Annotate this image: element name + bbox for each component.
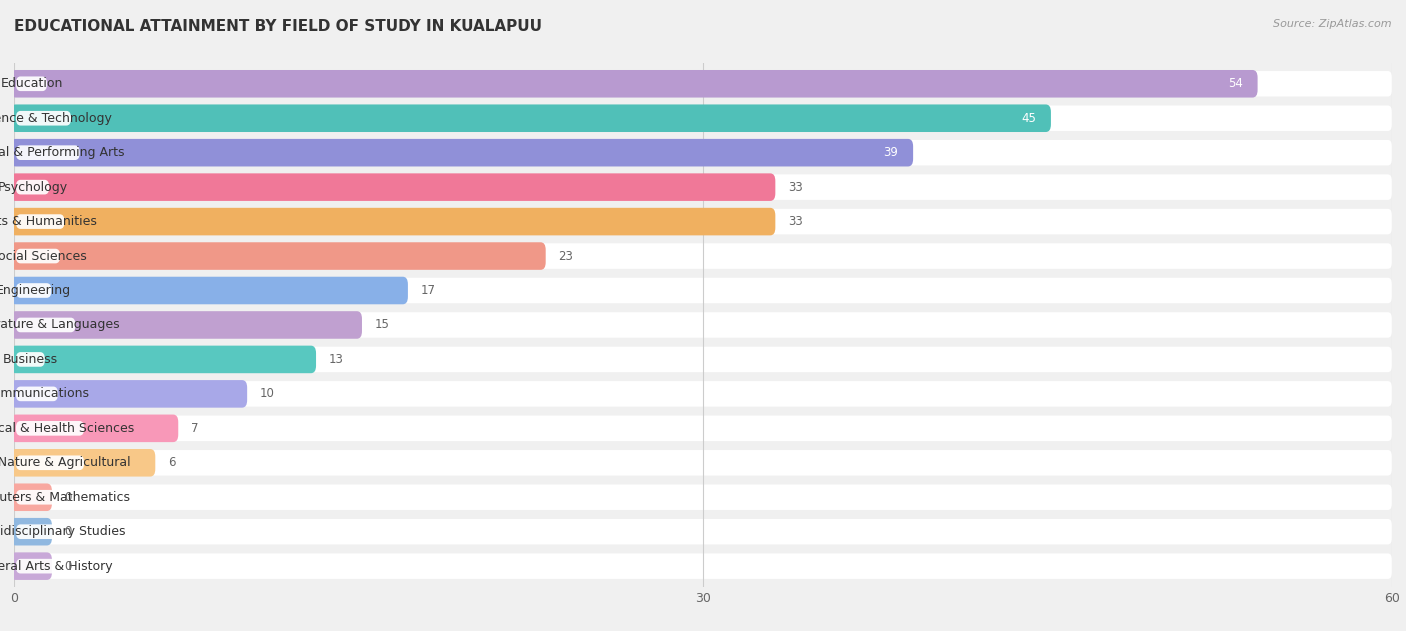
Text: 0: 0 [65, 560, 72, 573]
Text: 6: 6 [167, 456, 176, 469]
FancyBboxPatch shape [11, 105, 1050, 132]
FancyBboxPatch shape [14, 450, 1392, 476]
FancyBboxPatch shape [11, 415, 179, 442]
FancyBboxPatch shape [11, 139, 912, 167]
Text: EDUCATIONAL ATTAINMENT BY FIELD OF STUDY IN KUALAPUU: EDUCATIONAL ATTAINMENT BY FIELD OF STUDY… [14, 19, 543, 34]
Text: 13: 13 [329, 353, 343, 366]
FancyBboxPatch shape [14, 553, 1392, 579]
FancyBboxPatch shape [15, 249, 60, 263]
FancyBboxPatch shape [14, 346, 1392, 372]
Text: Liberal Arts & History: Liberal Arts & History [0, 560, 112, 573]
Text: 7: 7 [191, 422, 198, 435]
FancyBboxPatch shape [14, 381, 1392, 406]
FancyBboxPatch shape [11, 380, 247, 408]
FancyBboxPatch shape [14, 174, 1392, 200]
FancyBboxPatch shape [15, 111, 72, 126]
Text: 33: 33 [787, 180, 803, 194]
FancyBboxPatch shape [14, 105, 1392, 131]
FancyBboxPatch shape [15, 317, 76, 333]
Text: Communications: Communications [0, 387, 90, 401]
Text: 39: 39 [883, 146, 898, 159]
Text: Literature & Languages: Literature & Languages [0, 319, 120, 331]
FancyBboxPatch shape [15, 283, 52, 298]
FancyBboxPatch shape [11, 518, 52, 545]
FancyBboxPatch shape [14, 312, 1392, 338]
FancyBboxPatch shape [11, 483, 52, 511]
FancyBboxPatch shape [15, 490, 77, 505]
FancyBboxPatch shape [15, 559, 76, 574]
FancyBboxPatch shape [15, 456, 84, 470]
FancyBboxPatch shape [11, 70, 1257, 98]
FancyBboxPatch shape [11, 311, 361, 339]
FancyBboxPatch shape [14, 416, 1392, 441]
FancyBboxPatch shape [15, 180, 49, 194]
Text: Business: Business [3, 353, 58, 366]
FancyBboxPatch shape [11, 242, 546, 270]
FancyBboxPatch shape [11, 346, 316, 373]
FancyBboxPatch shape [15, 145, 80, 160]
Text: 54: 54 [1227, 77, 1243, 90]
FancyBboxPatch shape [15, 76, 46, 91]
FancyBboxPatch shape [14, 140, 1392, 165]
FancyBboxPatch shape [14, 519, 1392, 545]
Text: 17: 17 [420, 284, 436, 297]
Text: 23: 23 [558, 249, 574, 262]
FancyBboxPatch shape [15, 387, 58, 401]
Text: Science & Technology: Science & Technology [0, 112, 112, 125]
FancyBboxPatch shape [15, 352, 45, 367]
Text: Computers & Mathematics: Computers & Mathematics [0, 491, 131, 504]
Text: Education: Education [0, 77, 63, 90]
FancyBboxPatch shape [14, 71, 1392, 97]
Text: 45: 45 [1021, 112, 1036, 125]
FancyBboxPatch shape [14, 485, 1392, 510]
Text: Social Sciences: Social Sciences [0, 249, 86, 262]
FancyBboxPatch shape [11, 277, 408, 304]
Text: 0: 0 [65, 525, 72, 538]
FancyBboxPatch shape [11, 552, 52, 580]
FancyBboxPatch shape [14, 209, 1392, 234]
FancyBboxPatch shape [11, 208, 775, 235]
FancyBboxPatch shape [14, 278, 1392, 304]
Text: Arts & Humanities: Arts & Humanities [0, 215, 97, 228]
FancyBboxPatch shape [11, 449, 155, 476]
Text: Physical & Health Sciences: Physical & Health Sciences [0, 422, 135, 435]
Text: 10: 10 [260, 387, 274, 401]
Text: Visual & Performing Arts: Visual & Performing Arts [0, 146, 124, 159]
Text: Engineering: Engineering [0, 284, 72, 297]
FancyBboxPatch shape [11, 174, 775, 201]
Text: Source: ZipAtlas.com: Source: ZipAtlas.com [1274, 19, 1392, 29]
Text: Multidisciplinary Studies: Multidisciplinary Studies [0, 525, 125, 538]
Text: 33: 33 [787, 215, 803, 228]
Text: Bio, Nature & Agricultural: Bio, Nature & Agricultural [0, 456, 131, 469]
FancyBboxPatch shape [15, 524, 82, 539]
Text: 15: 15 [374, 319, 389, 331]
Text: Psychology: Psychology [0, 180, 67, 194]
FancyBboxPatch shape [14, 244, 1392, 269]
FancyBboxPatch shape [15, 215, 65, 229]
FancyBboxPatch shape [15, 421, 84, 435]
Text: 0: 0 [65, 491, 72, 504]
